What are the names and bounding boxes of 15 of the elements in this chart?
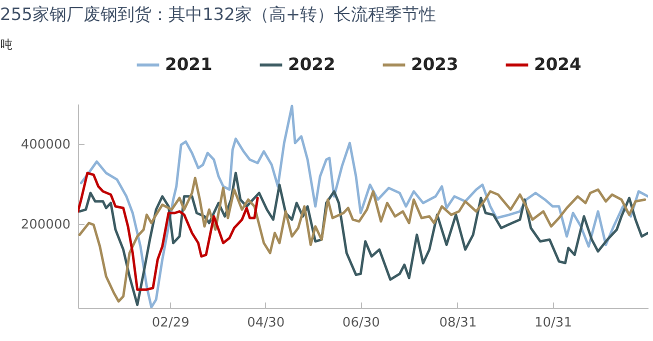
y-axis-title: 吨 bbox=[0, 38, 12, 52]
legend-label: 2022 bbox=[288, 55, 336, 75]
x-tick-label: 08/31 bbox=[439, 316, 477, 330]
line-series bbox=[80, 104, 648, 308]
x-tick-label: 04/30 bbox=[247, 316, 285, 330]
x-tick-label: 06/30 bbox=[342, 316, 380, 330]
y-tick-label: 400000 bbox=[20, 138, 70, 152]
legend-label: 2021 bbox=[165, 55, 212, 75]
chart-title: 255家钢厂废钢到货：其中132家（高+转）长流程季节性 bbox=[0, 5, 436, 25]
line-series bbox=[78, 172, 259, 291]
legend-label: 2024 bbox=[534, 55, 582, 75]
legend-label: 2023 bbox=[411, 55, 458, 75]
x-tick-label: 02/29 bbox=[152, 316, 190, 330]
y-tick-label: 200000 bbox=[20, 218, 70, 232]
x-tick-label: 10/31 bbox=[534, 316, 572, 330]
